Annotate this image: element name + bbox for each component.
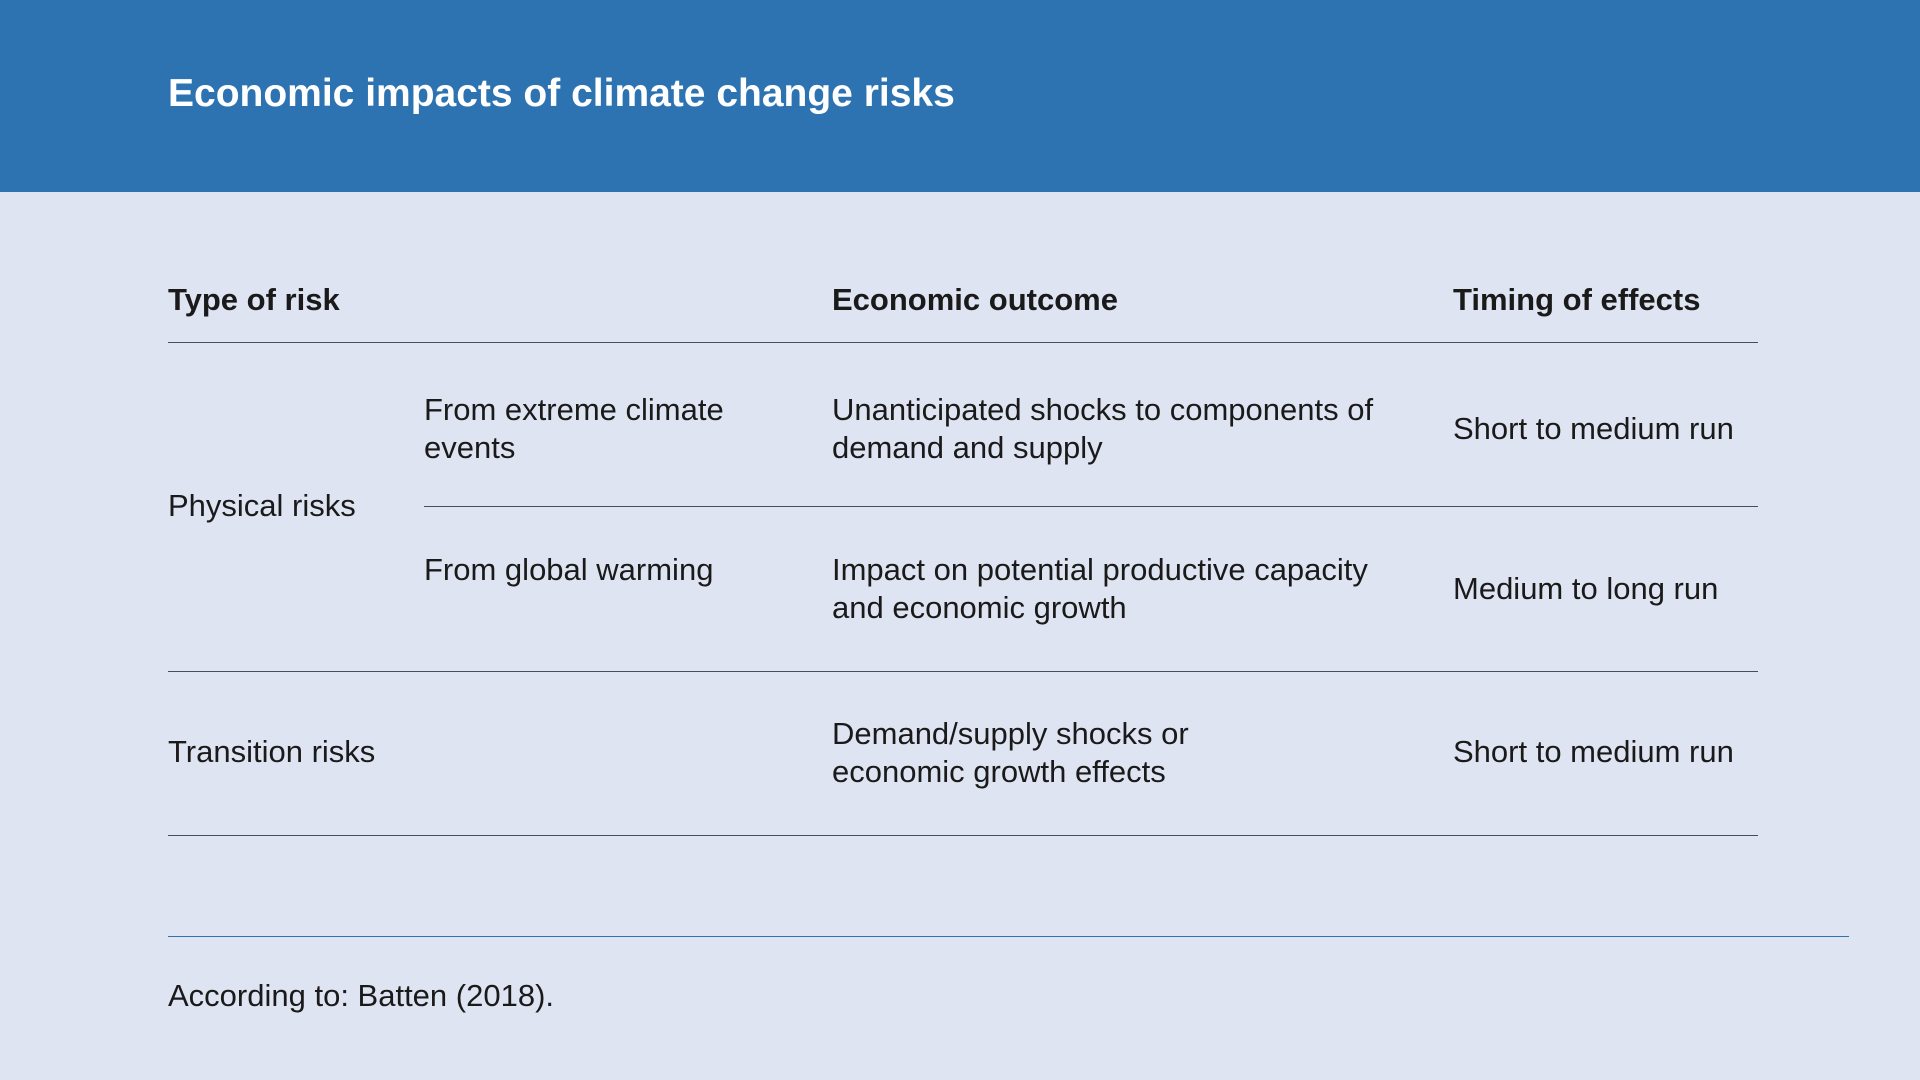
timing-medium-to-long-run: Medium to long run — [1453, 571, 1719, 606]
column-header-timing-of-effects: Timing of effects — [1453, 282, 1701, 317]
outcome-growth-effects: Demand/supply shocks or economic growth … — [832, 716, 1189, 789]
page-title: Economic impacts of climate change risks — [168, 72, 955, 115]
group-divider — [168, 671, 1758, 672]
timing-short-to-medium-run: Short to medium run — [1453, 411, 1734, 446]
outcome-demand-supply-shocks: Unanticipated shocks to components of de… — [832, 392, 1374, 465]
subrow-divider — [424, 506, 1758, 507]
column-header-type-of-risk: Type of risk — [168, 282, 340, 317]
subtype-global-warming: From global warming — [424, 552, 714, 587]
title-banner — [0, 0, 1920, 192]
subtype-extreme-climate-events: From extreme climate events — [424, 392, 724, 465]
outcome-productive-capacity: Impact on potential productive capacity … — [832, 552, 1368, 625]
table-bottom-rule — [168, 835, 1758, 836]
column-header-economic-outcome: Economic outcome — [832, 282, 1118, 317]
source-divider — [168, 936, 1849, 937]
category-physical-risks: Physical risks — [168, 488, 356, 523]
header-divider — [168, 342, 1758, 343]
source-note: According to: Batten (2018). — [168, 978, 555, 1013]
category-transition-risks: Transition risks — [168, 734, 376, 769]
timing-transition-short-to-medium-run: Short to medium run — [1453, 734, 1734, 769]
